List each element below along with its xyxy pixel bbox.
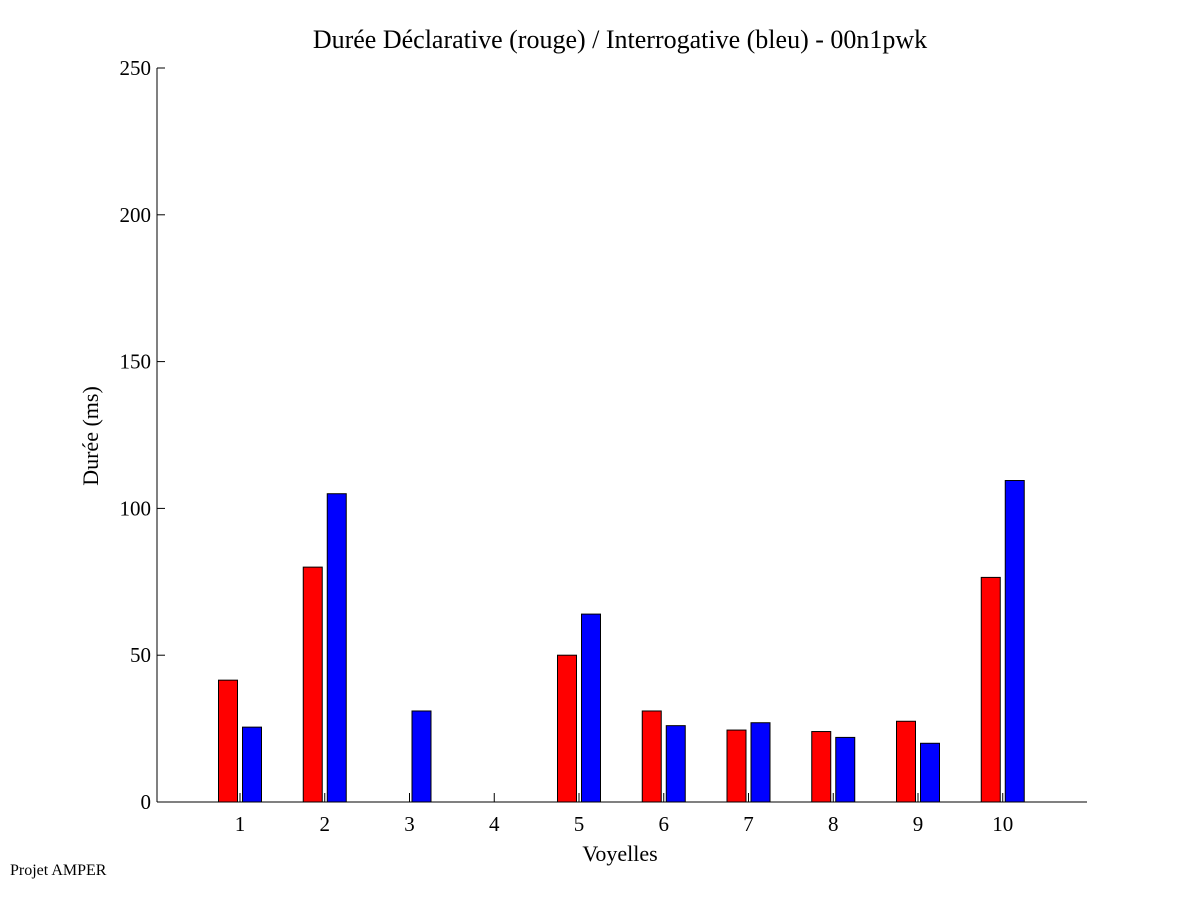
x-tick-label-9: 9 bbox=[913, 812, 924, 836]
y-tick-label-50: 50 bbox=[130, 643, 151, 667]
x-tick-label-10: 10 bbox=[992, 812, 1013, 836]
x-tick-label-1: 1 bbox=[235, 812, 246, 836]
x-axis-label: Voyelles bbox=[582, 841, 657, 866]
bar-series1-9 bbox=[896, 720, 916, 803]
x-tick-label-2: 2 bbox=[320, 812, 331, 836]
bars-group bbox=[218, 480, 1025, 803]
footer-credit: Projet AMPER bbox=[10, 862, 107, 879]
bar-series1-1 bbox=[218, 679, 238, 803]
bar-series1-6 bbox=[641, 710, 662, 803]
y-axis-label: Durée (ms) bbox=[78, 386, 103, 486]
axes-group: 0 50 100 150 200 250 1 2 3 4 5 6 7 8 9 10 bbox=[120, 56, 1087, 836]
x-tick-label-8: 8 bbox=[828, 812, 839, 836]
bar-series2-7 bbox=[750, 722, 771, 803]
bar-series2-9 bbox=[920, 742, 940, 803]
x-tick-label-3: 3 bbox=[404, 812, 415, 836]
bar-series1-2 bbox=[302, 566, 323, 803]
x-tick-label-5: 5 bbox=[574, 812, 585, 836]
chart-title: Durée Déclarative (rouge) / Interrogativ… bbox=[313, 25, 927, 54]
bar-series2-8 bbox=[835, 736, 856, 803]
y-tick-label-200: 200 bbox=[120, 203, 152, 227]
x-tick-label-4: 4 bbox=[489, 812, 500, 836]
bar-series1-7 bbox=[726, 729, 747, 803]
bar-series2-2 bbox=[326, 493, 347, 803]
y-tick-label-150: 150 bbox=[120, 350, 152, 374]
y-tick-label-100: 100 bbox=[120, 496, 152, 520]
bar-series2-3 bbox=[411, 710, 432, 803]
bar-series2-6 bbox=[665, 725, 686, 803]
bar-series2-5 bbox=[581, 613, 601, 803]
bar-series2-1 bbox=[242, 726, 262, 803]
x-tick-label-7: 7 bbox=[743, 812, 754, 836]
bar-series1-10 bbox=[980, 576, 1001, 803]
bar-series2-10 bbox=[1004, 480, 1025, 803]
x-tick-label-6: 6 bbox=[659, 812, 670, 836]
y-tick-label-0: 0 bbox=[141, 790, 152, 814]
bar-series1-8 bbox=[811, 731, 832, 803]
y-tick-label-250: 250 bbox=[120, 56, 152, 80]
bar-series1-5 bbox=[557, 654, 577, 803]
